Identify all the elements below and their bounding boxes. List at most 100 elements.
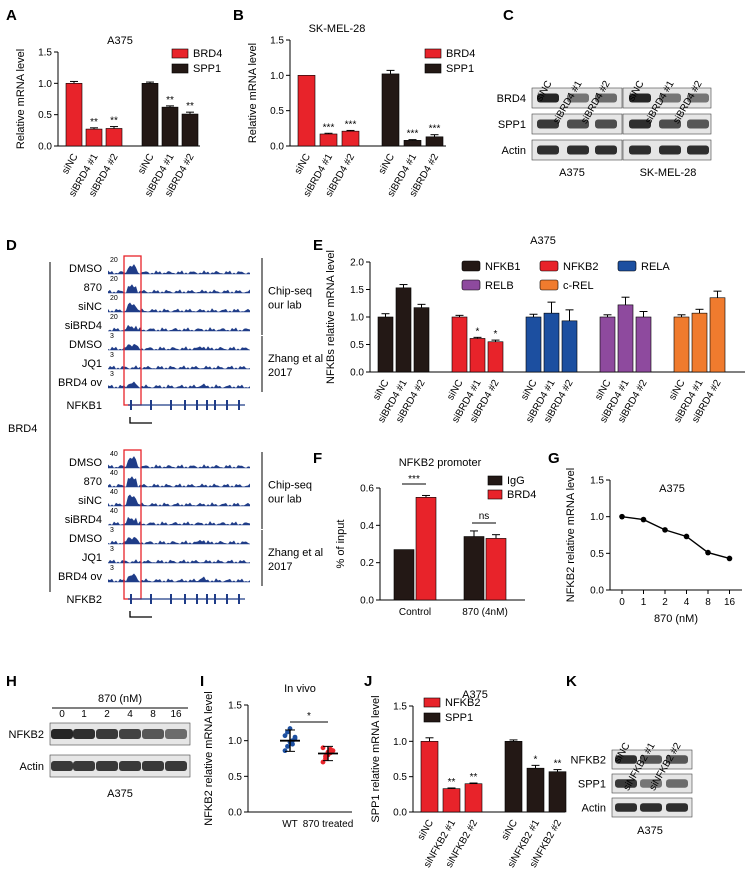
chartI-ytick-label: 1.0: [228, 736, 242, 747]
blotC-band: [595, 119, 617, 129]
track-bottom-track-scale: 40: [110, 470, 118, 477]
track-top-track-label: siNC: [78, 301, 102, 313]
blot-k-cell-label: A375: [637, 825, 663, 837]
track-bottom-gene-exon: [206, 594, 208, 604]
blotC-band: [687, 93, 709, 103]
chartJ-ytick-label: 0.0: [393, 808, 407, 819]
track-top-track-scale: 3: [110, 333, 114, 340]
chartF-bar: [393, 549, 415, 601]
track-top-track-label: JQ1: [82, 358, 102, 370]
track-bottom-track-label: DMSO: [69, 533, 102, 545]
blotC-row-label: SPP1: [498, 119, 526, 131]
blotK-band: [640, 803, 662, 812]
chartI-ytick-label: 0.0: [228, 808, 242, 819]
chartG-series-line: [621, 515, 730, 560]
chartF-ylabel: % of input: [335, 520, 347, 569]
track-bottom-tss-arrow: [129, 611, 152, 618]
track-top-track-label: BRD4 ov: [58, 377, 103, 389]
track-top-gene-exon: [238, 400, 240, 410]
track-bottom-track-label: DMSO: [69, 457, 102, 469]
chartJ-legend-label: NFKB2: [445, 697, 480, 709]
track-bottom-bracket-label-2b: 2017: [268, 561, 292, 573]
chartA-legend-label: BRD4: [193, 48, 222, 60]
chartB-sig: ***: [407, 129, 419, 140]
chartB-bar: [297, 75, 316, 147]
track-bottom-track-label: JQ1: [82, 552, 102, 564]
track-bottom-gene-label: NFKB2: [67, 594, 102, 606]
blotC-row-label: Actin: [502, 145, 526, 157]
track-top-track-scale: 20: [110, 295, 118, 302]
chartB-sig: ***: [323, 122, 335, 133]
track-top-track-signal: [108, 264, 250, 274]
track-top-bracket-label-2b: 2017: [268, 367, 292, 379]
track-top-track-label: DMSO: [69, 339, 102, 351]
chartJ-ylabel: SPP1 relative mRNA level: [370, 695, 382, 822]
chartB-ytick-label: 0.0: [270, 142, 284, 153]
track-bottom-track-scale: 3: [110, 527, 114, 534]
track-top-track-scale: 3: [110, 352, 114, 359]
chartJ-legend-swatch: [423, 712, 441, 723]
chartB-legend-label: SPP1: [446, 63, 474, 75]
chartJ-sig: **: [448, 777, 456, 788]
chartB-legend-label: BRD4: [446, 48, 475, 60]
panel-letter-c: C: [503, 7, 514, 24]
blotC-band: [537, 145, 559, 155]
chartB-ytick-label: 1.0: [270, 71, 284, 82]
blotC-band: [629, 119, 651, 129]
track-top-track-signal: [108, 365, 250, 369]
chartI-group-label: WT: [282, 819, 298, 830]
blotC-band: [687, 145, 709, 155]
chartB-sig: ***: [345, 119, 357, 130]
track-top-track-scale: 3: [110, 371, 114, 378]
track-top-track-label: DMSO: [69, 263, 102, 275]
blot-c-cell-label: A375: [559, 167, 585, 179]
chartF-ytick-label: 0.6: [360, 484, 374, 495]
track-top-bracket-label-2a: Zhang et al: [268, 353, 323, 365]
blotC-band: [659, 119, 681, 129]
track-bottom-track-signal: [108, 476, 250, 487]
track-top-track-label: 870: [84, 282, 102, 294]
panel-letter-g: G: [548, 450, 560, 467]
track-bottom-gene-exon: [170, 594, 172, 604]
track-top-track-signal: [108, 284, 250, 293]
chartA-ytick-label: 1.0: [38, 79, 52, 90]
chartJ-sig: **: [470, 772, 478, 783]
chartG-ylabel: NFKB2 relative mRNA level: [565, 468, 577, 603]
track-bottom-gene-exon: [184, 594, 186, 604]
chartG-xtick-label: 16: [724, 597, 736, 608]
chartE-ytick-label: 0.5: [350, 340, 364, 351]
blotH-band: [142, 761, 164, 771]
blotK-band: [640, 779, 662, 788]
chartE-legend-swatch: [461, 260, 481, 272]
chartF-sig: ***: [408, 474, 420, 485]
chartI-group-label: 870 treated: [303, 819, 354, 830]
chartF-sig: ns: [479, 511, 490, 522]
chartB-ylabel: Relative mRNA level: [247, 43, 259, 143]
track-bottom-bracket-label-2a: Zhang et al: [268, 547, 323, 559]
blotC-band: [537, 119, 559, 129]
chartE-ytick-label: 1.0: [350, 313, 364, 324]
chartG-point: [640, 516, 647, 523]
blotK-band: [615, 803, 637, 812]
chartI-point: [292, 734, 298, 740]
chartE-legend-label: RELA: [641, 261, 670, 273]
blotH-band: [165, 729, 187, 739]
chartF-ytick-label: 0.4: [360, 521, 374, 532]
blotC-band: [567, 119, 589, 129]
chartJ-legend-swatch: [423, 697, 441, 708]
chartI-point: [285, 743, 290, 749]
chartB-legend-swatch: [424, 63, 442, 74]
chartG-ytick-label: 0.5: [590, 549, 604, 560]
track-bottom-track-signal: [108, 559, 250, 563]
chartG-title: A375: [659, 483, 685, 495]
track-bottom-gene-exon: [130, 594, 132, 604]
blot-h-cell-label: A375: [107, 788, 133, 800]
chartA-sig: **: [110, 116, 118, 127]
